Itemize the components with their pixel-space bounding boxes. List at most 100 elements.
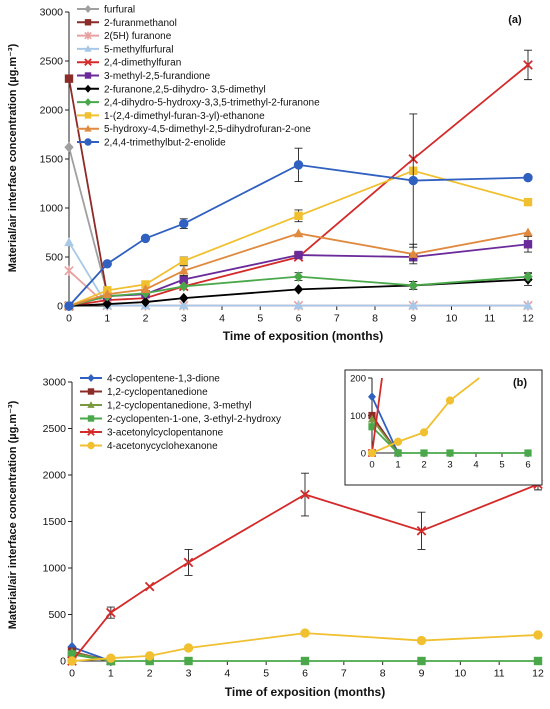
panel-a-x-tick-label: 11 <box>484 313 495 325</box>
panel-a-x-tick-label: 12 <box>522 313 534 325</box>
panel-a-chart: Material/air interface concentration (µg… <box>7 5 534 344</box>
panel-a-x-tick-label: 3 <box>181 313 187 325</box>
panel-a-y-tick-label: 0 <box>57 301 63 313</box>
legend-label: 3-acetonylcyclopentanone <box>107 428 224 439</box>
panel-b-y-tick-label: 1500 <box>43 516 67 528</box>
data-point <box>523 300 533 310</box>
legend-label: 4-cyclopentene-1,3-dione <box>107 374 220 385</box>
legend-entry-furfural: furfural <box>77 5 135 16</box>
data-point <box>523 172 533 183</box>
legend-entry-1-2-cyclopentanedione: 1,2-cyclopentanedione <box>80 387 208 398</box>
panel-b-x-tick-label: 9 <box>419 668 425 680</box>
inset-y-tick-label: 100 <box>350 411 366 422</box>
panel-a-x-tick-label: 1 <box>104 313 110 325</box>
data-point <box>523 271 533 282</box>
panel-a-y-axis-label: Material/air interface concentration (µg… <box>7 43 19 272</box>
data-point <box>523 240 533 249</box>
legend-entry-2-4-4-trimethylbut-2-enolide: 2,4,4-trimethylbut-2-enolide <box>77 138 226 149</box>
legend-entry-1-2-cyclopentanedione-3-methyl: 1,2-cyclopentanedione, 3-methyl <box>80 401 252 412</box>
panel-a-panel-label: (a) <box>508 14 522 26</box>
data-point <box>67 650 77 659</box>
panel-b-y-tick-label: 1000 <box>43 563 67 575</box>
inset-data-point <box>420 449 428 457</box>
data-point <box>408 249 419 258</box>
inset-series-line-3-acetonylcyclopentanone <box>371 377 383 454</box>
data-point <box>145 656 154 666</box>
panel-b-x-tick-label: 11 <box>494 668 505 680</box>
inset-series-2-cyclopenten-1-one-3-ethyl-2-hydroxy <box>368 423 532 457</box>
panel-a-x-tick-label: 6 <box>296 313 302 325</box>
data-point <box>293 228 304 238</box>
legend-marker <box>84 138 92 146</box>
panel-a-y-tick-label: 1500 <box>40 154 64 166</box>
series-4-acetonycyclohexanone <box>67 628 543 666</box>
data-point <box>140 296 151 308</box>
data-point <box>416 635 427 646</box>
panel-a-x-tick-label: 2 <box>143 313 149 325</box>
data-point <box>64 237 74 247</box>
panel-a-x-tick-label: 9 <box>410 313 416 325</box>
inset-data-point <box>394 449 402 457</box>
data-point <box>294 250 303 260</box>
data-point <box>416 525 427 536</box>
panel-a-x-tick-label: 10 <box>446 313 458 325</box>
legend-entry-1-2-4-dimethyl-furan-3-yl-ethanone: 1-(2,4-dimethyl-furan-3-yl)-ethanone <box>77 111 265 122</box>
legend-marker <box>87 374 95 382</box>
panel-a-x-tick-label: 5 <box>257 313 263 325</box>
legend-label: furfural <box>104 5 135 16</box>
data-point <box>67 656 77 666</box>
panel-b-inset-chart: (b) 0 1 2 3 4 5 6 0 100 200 <box>344 369 543 486</box>
panel-b-y-tick-label: 2000 <box>43 470 67 482</box>
inset-data-point <box>367 414 377 423</box>
series-line-2-furanmethanol <box>68 78 109 296</box>
legend-label: 2,4-dihydro-5-hydroxy-3,3,5-trimethyl-2-… <box>104 98 320 109</box>
data-point <box>408 300 419 310</box>
data-point <box>293 284 304 295</box>
panel-b-y-tick-label: 3000 <box>43 377 67 389</box>
panel-b-x-tick-label: 7 <box>341 668 347 680</box>
data-point <box>179 275 188 284</box>
legend-entry-2-4-dimethylfuran: 2,4-dimethylfuran <box>77 58 181 69</box>
legend-marker <box>84 98 92 107</box>
data-point <box>144 651 155 661</box>
legend-label: 3-methyl-2,5-furandione <box>104 71 211 82</box>
legend-label: 1-(2,4-dimethyl-furan-3-yl)-ethanone <box>104 111 265 122</box>
data-point <box>523 60 533 70</box>
panel-b-x-tick-label: 1 <box>108 668 114 680</box>
data-point <box>64 265 74 276</box>
panel-b-x-tick-label: 6 <box>302 668 308 680</box>
data-point <box>533 656 543 666</box>
panel-b-x-tick-label: 3 <box>186 668 192 680</box>
inset-data-point <box>393 437 403 446</box>
panel-a-x-axis-label: Time of exposition (months) <box>223 329 383 343</box>
inset-y-tick-label: 0 <box>361 448 366 459</box>
legend-label: 4-acetonycyclohexanone <box>107 441 218 452</box>
legend-label: 2,4,4-trimethylbut-2-enolide <box>104 138 226 149</box>
legend-marker <box>87 401 95 408</box>
inset-data-point <box>445 396 455 405</box>
legend-marker <box>87 428 95 436</box>
data-point <box>179 218 189 229</box>
inset-data-point <box>368 423 376 431</box>
panel-b-x-tick-label: 5 <box>263 668 269 680</box>
data-point <box>523 197 533 207</box>
legend-entry-2-5h-furanone: 2(5H) furanone <box>77 31 172 42</box>
data-point <box>179 256 188 266</box>
panel-b-x-tick-label: 12 <box>532 668 544 680</box>
panel-a-x-tick-label: 7 <box>334 313 340 325</box>
legend-marker <box>84 124 92 132</box>
data-point <box>417 656 426 666</box>
legend-label: 2-cyclopenten-1-one, 3-ethyl-2-hydroxy <box>107 414 281 425</box>
inset-x-tick-label: 1 <box>395 460 400 471</box>
inset-x-tick-label: 3 <box>447 460 452 471</box>
inset-data-point <box>419 428 429 437</box>
legend-entry-2-cyclopenten-1-one-3-ethyl-2-hydroxy: 2-cyclopenten-1-one, 3-ethyl-2-hydroxy <box>80 414 281 425</box>
legend-entry-2-furanmethanol: 2-furanmethanol <box>77 18 177 29</box>
legend-label: 2-furanmethanol <box>104 18 177 29</box>
inset-series-4-acetonycyclohexanone <box>367 377 480 458</box>
panel-b-x-tick-label: 8 <box>380 668 386 680</box>
legend-label: 1,2-cyclopentanedione <box>107 387 208 398</box>
data-point <box>64 141 74 153</box>
data-point <box>144 581 155 592</box>
